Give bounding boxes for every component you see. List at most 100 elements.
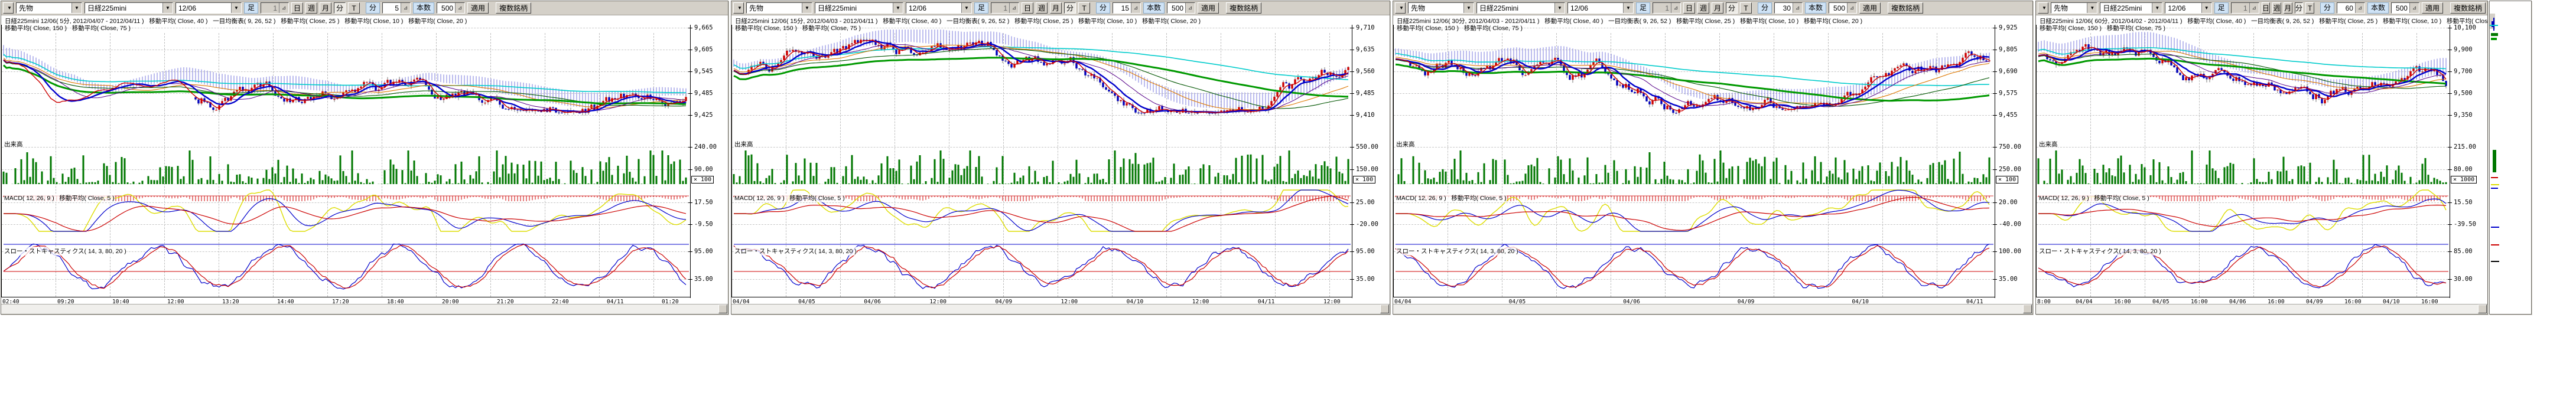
chevron-down-icon[interactable]: ▼ — [1623, 3, 1633, 13]
contract-month-select[interactable]: 12/06 ▼ — [906, 2, 972, 14]
spinner-icon[interactable]: ⊿ — [1009, 3, 1019, 13]
macd-pane-canvas[interactable] — [733, 188, 1351, 234]
period-week-button[interactable]: 週 — [1697, 2, 1710, 14]
window-menu-button[interactable]: ▼ — [2038, 2, 2048, 14]
period-minute-button[interactable]: 分 — [334, 2, 346, 14]
volume-pane-canvas[interactable] — [733, 145, 1351, 185]
period-tick-button[interactable]: T — [1078, 2, 1091, 14]
stochastics-pane-canvas[interactable] — [733, 237, 1351, 296]
chevron-down-icon[interactable]: ▼ — [802, 3, 812, 13]
multi-symbol-button[interactable]: 複数銘柄 — [2450, 2, 2486, 14]
bar-count-spinner[interactable]: 1 ⊿ — [991, 2, 1020, 14]
spinner-icon[interactable]: ⊿ — [279, 3, 289, 13]
volume-pane-canvas[interactable] — [1394, 145, 1993, 185]
minute-spinner[interactable]: 5 ⊿ — [382, 2, 411, 14]
period-month-button[interactable]: 月 — [320, 2, 332, 14]
multi-symbol-button[interactable]: 複数銘柄 — [1888, 2, 1924, 14]
price-pane-canvas[interactable] — [1394, 30, 1993, 139]
symbol-select[interactable]: 日経225mini ▼ — [2100, 2, 2163, 14]
minute-spinner[interactable]: 30 ⊿ — [1774, 2, 1803, 14]
scrollbar-button[interactable] — [1380, 304, 1389, 313]
period-week-button[interactable]: 週 — [305, 2, 318, 14]
period-day-button[interactable]: 日 — [1022, 2, 1034, 14]
chart-area[interactable]: 日経225mini 12/06( 30分, 2012/04/03 - 2012/… — [1393, 15, 2032, 304]
minute-spinner[interactable]: 15 ⊿ — [1113, 2, 1141, 14]
window-menu-button[interactable]: ▼ — [733, 2, 744, 14]
scrollbar-button[interactable] — [718, 304, 727, 313]
chevron-down-icon[interactable]: ▼ — [71, 3, 82, 13]
symbol-select[interactable]: 日経225mini ▼ — [1476, 2, 1565, 14]
period-tick-button[interactable]: T — [2305, 2, 2314, 14]
multi-symbol-button[interactable]: 複数銘柄 — [1226, 2, 1262, 14]
bar-count-spinner[interactable]: 1 ⊿ — [261, 2, 290, 14]
apply-button[interactable]: 適用 — [2421, 2, 2443, 14]
category-select[interactable]: 先物 ▼ — [16, 2, 82, 14]
apply-button[interactable]: 適用 — [1198, 2, 1219, 14]
period-week-button[interactable]: 週 — [1036, 2, 1048, 14]
category-select[interactable]: 先物 ▼ — [1408, 2, 1474, 14]
period-day-button[interactable]: 日 — [1683, 2, 1696, 14]
stochastics-pane-canvas[interactable] — [1394, 237, 1993, 296]
chart-area[interactable]: 日経225mini 12/06( 60分, 2012/04/02 - 2012/… — [2036, 15, 2487, 304]
period-month-button[interactable]: 月 — [2283, 2, 2292, 14]
chevron-down-icon[interactable]: ▼ — [2087, 3, 2097, 13]
period-day-button[interactable]: 日 — [291, 2, 304, 14]
period-week-button[interactable]: 週 — [2272, 2, 2281, 14]
horizontal-scrollbar[interactable] — [1393, 304, 2032, 314]
contract-month-select[interactable]: 12/06 ▼ — [1567, 2, 1634, 14]
period-tick-button[interactable]: T — [1740, 2, 1752, 14]
symbol-select[interactable]: 日経225mini ▼ — [815, 2, 903, 14]
price-pane-canvas[interactable] — [2, 30, 689, 139]
period-month-button[interactable]: 月 — [1712, 2, 1724, 14]
bar-count-spinner[interactable]: 1 ⊿ — [1653, 2, 1681, 14]
apply-button[interactable]: 適用 — [467, 2, 489, 14]
spinner-icon[interactable]: ⊿ — [2249, 3, 2259, 13]
macd-pane-canvas[interactable] — [2, 188, 689, 234]
window-menu-button[interactable]: ▼ — [1395, 2, 1406, 14]
period-day-button[interactable]: 日 — [2261, 2, 2271, 14]
volume-pane-canvas[interactable] — [2037, 145, 2448, 185]
contract-month-select[interactable]: 12/06 ▼ — [2165, 2, 2212, 14]
scrollbar-button[interactable] — [2478, 304, 2487, 313]
spinner-icon[interactable]: ⊿ — [2354, 3, 2364, 13]
contract-month-select[interactable]: 12/06 ▼ — [175, 2, 242, 14]
horizontal-scrollbar[interactable] — [1, 304, 728, 314]
horizontal-scrollbar[interactable] — [731, 304, 1390, 314]
period-minute-button[interactable]: 分 — [2294, 2, 2304, 14]
stochastics-pane-canvas[interactable] — [2, 237, 689, 296]
spinner-icon[interactable]: ⊿ — [1131, 3, 1141, 13]
bars-spinner[interactable]: 500 ⊿ — [1829, 2, 1858, 14]
macd-pane-canvas[interactable] — [1394, 188, 1993, 234]
chevron-down-icon[interactable]: ▼ — [961, 3, 971, 13]
spinner-icon[interactable]: ⊿ — [1185, 3, 1195, 13]
period-minute-button[interactable]: 分 — [1064, 2, 1076, 14]
apply-button[interactable]: 適用 — [1859, 2, 1881, 14]
price-pane-canvas[interactable] — [733, 30, 1351, 139]
bars-spinner[interactable]: 500 ⊿ — [1167, 2, 1196, 14]
spinner-icon[interactable]: ⊿ — [2409, 3, 2419, 13]
price-pane-canvas[interactable] — [2037, 30, 2448, 139]
chevron-down-icon[interactable]: ▼ — [893, 3, 903, 13]
symbol-select[interactable]: 日経225mini ▼ — [84, 2, 173, 14]
spinner-icon[interactable]: ⊿ — [401, 3, 411, 13]
chevron-down-icon[interactable]: ▼ — [1554, 3, 1565, 13]
chevron-down-icon[interactable]: ▼ — [1463, 3, 1474, 13]
minute-spinner[interactable]: 60 ⊿ — [2336, 2, 2365, 14]
bars-spinner[interactable]: 500 ⊿ — [2390, 2, 2419, 14]
period-minute-button[interactable]: 分 — [1726, 2, 1738, 14]
scrollbar-button[interactable] — [2023, 304, 2032, 313]
period-tick-button[interactable]: T — [348, 2, 360, 14]
chevron-down-icon[interactable]: ▼ — [231, 3, 241, 13]
spinner-icon[interactable]: ⊿ — [1847, 3, 1857, 13]
chevron-down-icon[interactable]: ▼ — [2152, 3, 2162, 13]
chart-area[interactable]: 日経225mini 12/06( 5分, 2012/04/07 - 2012/0… — [1, 15, 728, 304]
stochastics-pane-canvas[interactable] — [2037, 237, 2448, 296]
period-month-button[interactable]: 月 — [1050, 2, 1062, 14]
volume-pane-canvas[interactable] — [2, 145, 689, 185]
spinner-icon[interactable]: ⊿ — [1671, 3, 1681, 13]
bars-spinner[interactable]: 500 ⊿ — [437, 2, 466, 14]
chart-area[interactable]: 日経225mini 12/06( 15分, 2012/04/03 - 2012/… — [731, 15, 1390, 304]
category-select[interactable]: 先物 ▼ — [746, 2, 812, 14]
chevron-down-icon[interactable]: ▼ — [162, 3, 173, 13]
multi-symbol-button[interactable]: 複数銘柄 — [496, 2, 532, 14]
